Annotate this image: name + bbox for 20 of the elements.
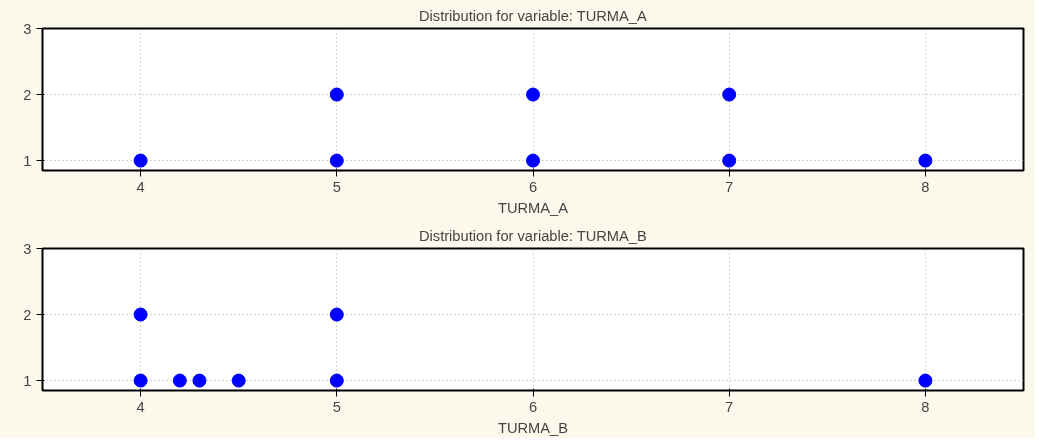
x-tick-label: 6: [528, 178, 538, 195]
y-tick-label: 2: [23, 86, 32, 103]
x-tick-label: 6: [528, 398, 538, 415]
x-tick-label: 7: [725, 178, 734, 195]
x-tick-label: 5: [332, 398, 341, 415]
y-tick-label: 1: [23, 372, 32, 389]
chart-title: Distribution for variable: TURMA_B: [418, 227, 647, 244]
x-axis-title: TURMA_B: [497, 419, 569, 436]
x-tick-label: 4: [136, 178, 145, 195]
y-tick-label: 3: [23, 20, 32, 37]
x-tick-label: 7: [725, 398, 734, 415]
chart-title: Distribution for variable: TURMA_A: [418, 7, 647, 24]
x-tick-label: 8: [921, 398, 930, 415]
x-tick-label: 5: [332, 178, 341, 195]
x-tick-label: 8: [921, 178, 930, 195]
x-axis-title: TURMA_A: [497, 199, 569, 216]
y-tick-label: 1: [23, 152, 32, 169]
y-tick-label: 2: [23, 306, 32, 323]
y-tick-label: 3: [23, 240, 32, 257]
x-tick-label: 4: [136, 398, 145, 415]
